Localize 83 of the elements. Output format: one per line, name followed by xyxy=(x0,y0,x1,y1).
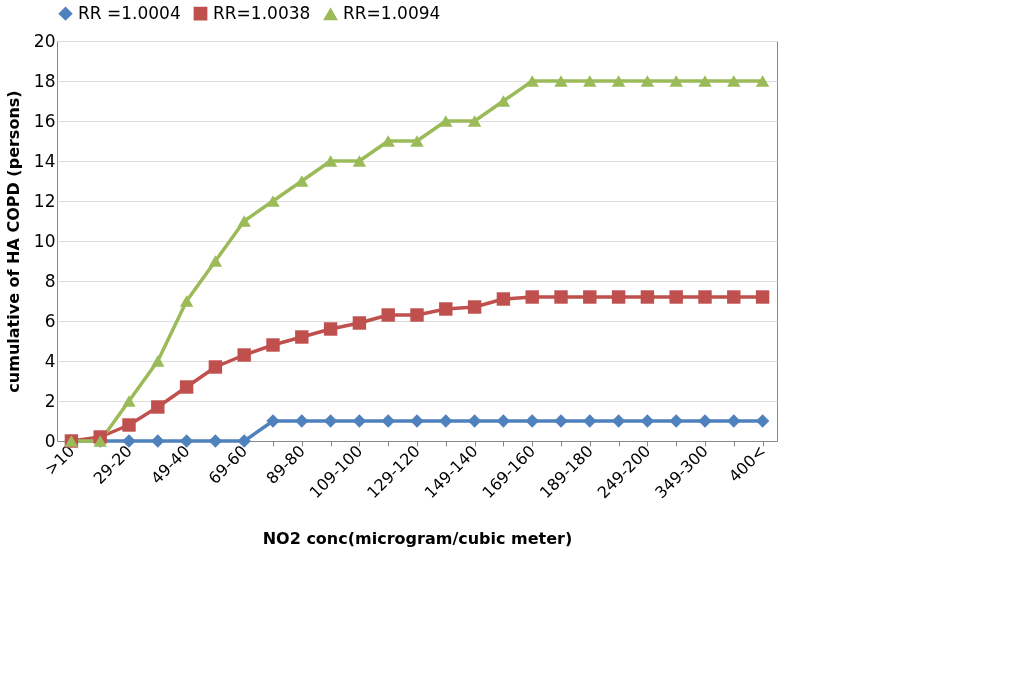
point xyxy=(755,290,770,304)
point xyxy=(554,75,568,87)
point xyxy=(727,75,741,87)
y-axis-title: cumulative of HA COPD (persons) xyxy=(3,90,23,393)
y-tick-label: 6 xyxy=(44,310,56,331)
y-tick-label: 16 xyxy=(33,110,56,131)
point xyxy=(439,302,453,316)
point xyxy=(669,75,683,87)
point xyxy=(352,414,367,428)
point xyxy=(381,135,395,147)
point xyxy=(295,330,309,344)
point xyxy=(611,290,626,304)
point xyxy=(583,290,597,304)
point xyxy=(295,175,309,187)
point xyxy=(323,322,338,336)
point xyxy=(755,75,770,87)
legend-label: RR=1.0094 xyxy=(343,3,441,24)
point xyxy=(381,308,395,322)
point xyxy=(410,414,424,428)
point xyxy=(611,75,626,87)
y-tick-label: 20 xyxy=(33,30,56,51)
point xyxy=(467,414,482,428)
y-tick-label: 8 xyxy=(44,270,56,291)
y-tick-label: 10 xyxy=(33,230,56,251)
point xyxy=(352,155,367,167)
point xyxy=(237,215,251,227)
point xyxy=(640,290,655,304)
point xyxy=(640,414,655,428)
point xyxy=(525,75,539,87)
point xyxy=(323,414,338,428)
point xyxy=(640,75,655,87)
point xyxy=(266,195,280,207)
point xyxy=(122,434,136,448)
y-tick-label: 12 xyxy=(33,190,56,211)
point xyxy=(266,338,280,352)
point xyxy=(467,115,482,127)
point xyxy=(151,400,165,414)
point xyxy=(179,380,194,394)
point xyxy=(439,115,453,127)
point xyxy=(496,414,511,428)
point xyxy=(496,95,511,107)
point xyxy=(698,75,712,87)
legend-label: RR=1.0038 xyxy=(213,2,311,23)
y-tick-label: 4 xyxy=(44,350,56,371)
point xyxy=(122,395,136,407)
point xyxy=(208,255,223,267)
point xyxy=(525,290,539,304)
point xyxy=(698,290,712,304)
point xyxy=(179,295,194,307)
point xyxy=(295,414,309,428)
point xyxy=(352,316,367,330)
point xyxy=(496,292,511,306)
point xyxy=(237,434,251,448)
point xyxy=(611,414,626,428)
point xyxy=(755,414,770,428)
point xyxy=(208,360,223,374)
point xyxy=(583,414,597,428)
point xyxy=(727,414,741,428)
legend-label: RR =1.0004 xyxy=(78,2,181,23)
point xyxy=(410,135,424,147)
point xyxy=(439,414,453,428)
point xyxy=(151,355,165,367)
point xyxy=(266,414,280,428)
point xyxy=(122,418,136,432)
point xyxy=(467,300,482,314)
point xyxy=(410,308,424,322)
point xyxy=(237,348,251,362)
point xyxy=(669,414,683,428)
y-tick-label: 0 xyxy=(44,430,56,451)
x-axis-title: NO2 conc(microgram/cubic meter) xyxy=(262,529,573,549)
point xyxy=(323,155,338,167)
point xyxy=(525,414,539,428)
y-tick-label: 14 xyxy=(33,150,56,171)
y-tick-label: 18 xyxy=(33,70,56,91)
point xyxy=(381,414,395,428)
point xyxy=(554,290,568,304)
point xyxy=(698,414,712,428)
point xyxy=(554,414,568,428)
point xyxy=(179,434,194,448)
y-tick-label: 2 xyxy=(44,390,56,411)
point xyxy=(669,290,683,304)
point xyxy=(583,75,597,87)
point xyxy=(727,290,741,304)
